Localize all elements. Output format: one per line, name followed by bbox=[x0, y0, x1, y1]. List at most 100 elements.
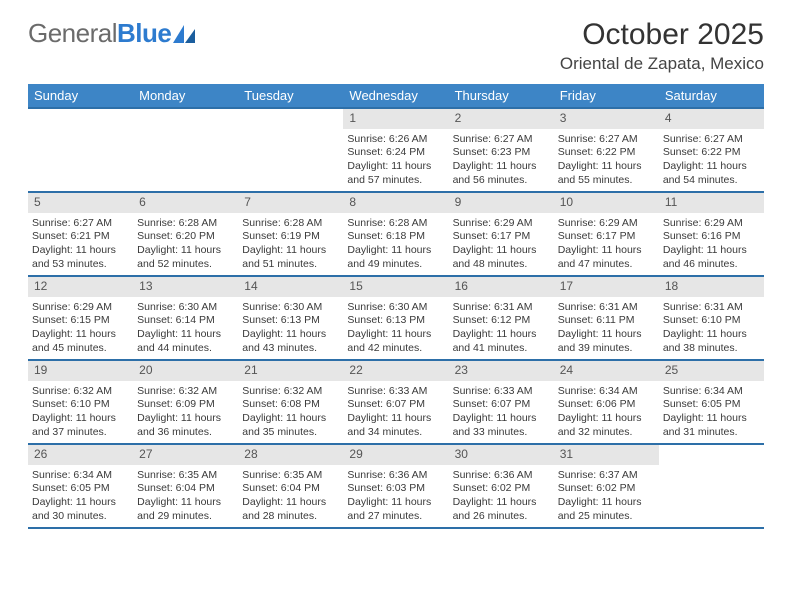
day-number: 4 bbox=[659, 109, 764, 129]
day-line: Daylight: 11 hours bbox=[453, 328, 550, 342]
day-line: Daylight: 11 hours bbox=[242, 412, 339, 426]
day-line: Sunrise: 6:34 AM bbox=[558, 385, 655, 399]
calendar-cell: 22Sunrise: 6:33 AMSunset: 6:07 PMDayligh… bbox=[343, 360, 448, 444]
day-number: 27 bbox=[133, 445, 238, 465]
day-line: Sunset: 6:03 PM bbox=[347, 482, 444, 496]
day-line: Sunset: 6:06 PM bbox=[558, 398, 655, 412]
day-body: Sunrise: 6:27 AMSunset: 6:22 PMDaylight:… bbox=[554, 131, 659, 188]
day-body: Sunrise: 6:27 AMSunset: 6:23 PMDaylight:… bbox=[449, 131, 554, 188]
day-number: 20 bbox=[133, 361, 238, 381]
calendar-cell bbox=[133, 108, 238, 192]
day-body: Sunrise: 6:32 AMSunset: 6:10 PMDaylight:… bbox=[28, 383, 133, 440]
day-body: Sunrise: 6:34 AMSunset: 6:06 PMDaylight:… bbox=[554, 383, 659, 440]
day-number: 25 bbox=[659, 361, 764, 381]
day-line: Sunset: 6:07 PM bbox=[453, 398, 550, 412]
day-line: Sunrise: 6:35 AM bbox=[137, 469, 234, 483]
day-line: Daylight: 11 hours bbox=[32, 496, 129, 510]
day-line: Sunrise: 6:30 AM bbox=[137, 301, 234, 315]
day-number: 23 bbox=[449, 361, 554, 381]
calendar-cell: 28Sunrise: 6:35 AMSunset: 6:04 PMDayligh… bbox=[238, 444, 343, 528]
day-line: Sunset: 6:02 PM bbox=[558, 482, 655, 496]
day-line: Daylight: 11 hours bbox=[137, 328, 234, 342]
day-line: Daylight: 11 hours bbox=[558, 328, 655, 342]
day-line: Sunset: 6:10 PM bbox=[32, 398, 129, 412]
day-line: Sunrise: 6:34 AM bbox=[32, 469, 129, 483]
col-saturday: Saturday bbox=[659, 84, 764, 108]
calendar-cell: 2Sunrise: 6:27 AMSunset: 6:23 PMDaylight… bbox=[449, 108, 554, 192]
day-line: Sunrise: 6:34 AM bbox=[663, 385, 760, 399]
day-line: Sunrise: 6:36 AM bbox=[347, 469, 444, 483]
day-line: Sunrise: 6:29 AM bbox=[453, 217, 550, 231]
calendar-cell: 29Sunrise: 6:36 AMSunset: 6:03 PMDayligh… bbox=[343, 444, 448, 528]
day-body bbox=[28, 115, 133, 117]
day-line: Daylight: 11 hours bbox=[242, 496, 339, 510]
day-body: Sunrise: 6:30 AMSunset: 6:13 PMDaylight:… bbox=[238, 299, 343, 356]
calendar-row: 19Sunrise: 6:32 AMSunset: 6:10 PMDayligh… bbox=[28, 360, 764, 444]
day-line: Sunrise: 6:32 AM bbox=[32, 385, 129, 399]
day-line: Daylight: 11 hours bbox=[453, 412, 550, 426]
day-line: and 26 minutes. bbox=[453, 510, 550, 524]
day-line: Sunset: 6:05 PM bbox=[32, 482, 129, 496]
day-number: 28 bbox=[238, 445, 343, 465]
calendar-cell: 18Sunrise: 6:31 AMSunset: 6:10 PMDayligh… bbox=[659, 276, 764, 360]
day-number: 16 bbox=[449, 277, 554, 297]
day-line: and 27 minutes. bbox=[347, 510, 444, 524]
day-body bbox=[133, 115, 238, 117]
day-line: and 30 minutes. bbox=[32, 510, 129, 524]
day-body: Sunrise: 6:32 AMSunset: 6:09 PMDaylight:… bbox=[133, 383, 238, 440]
calendar-cell: 3Sunrise: 6:27 AMSunset: 6:22 PMDaylight… bbox=[554, 108, 659, 192]
day-line: Sunrise: 6:30 AM bbox=[242, 301, 339, 315]
day-line: Daylight: 11 hours bbox=[663, 328, 760, 342]
day-body: Sunrise: 6:35 AMSunset: 6:04 PMDaylight:… bbox=[133, 467, 238, 524]
day-line: and 42 minutes. bbox=[347, 342, 444, 356]
col-tuesday: Tuesday bbox=[238, 84, 343, 108]
day-number: 17 bbox=[554, 277, 659, 297]
day-body: Sunrise: 6:33 AMSunset: 6:07 PMDaylight:… bbox=[449, 383, 554, 440]
day-line: and 29 minutes. bbox=[137, 510, 234, 524]
col-thursday: Thursday bbox=[449, 84, 554, 108]
day-line: Sunrise: 6:33 AM bbox=[453, 385, 550, 399]
day-number: 1 bbox=[343, 109, 448, 129]
day-number: 8 bbox=[343, 193, 448, 213]
calendar-row: 1Sunrise: 6:26 AMSunset: 6:24 PMDaylight… bbox=[28, 108, 764, 192]
page-subtitle: Oriental de Zapata, Mexico bbox=[560, 54, 764, 74]
logo: GeneralBlue bbox=[28, 18, 195, 49]
day-number: 31 bbox=[554, 445, 659, 465]
day-line: Sunrise: 6:32 AM bbox=[242, 385, 339, 399]
day-line: Daylight: 11 hours bbox=[347, 244, 444, 258]
day-line: Sunset: 6:18 PM bbox=[347, 230, 444, 244]
day-line: Sunset: 6:17 PM bbox=[558, 230, 655, 244]
calendar-cell: 19Sunrise: 6:32 AMSunset: 6:10 PMDayligh… bbox=[28, 360, 133, 444]
day-body: Sunrise: 6:29 AMSunset: 6:17 PMDaylight:… bbox=[554, 215, 659, 272]
calendar-cell: 13Sunrise: 6:30 AMSunset: 6:14 PMDayligh… bbox=[133, 276, 238, 360]
day-line: Daylight: 11 hours bbox=[347, 496, 444, 510]
day-line: and 53 minutes. bbox=[32, 258, 129, 272]
day-line: Sunset: 6:02 PM bbox=[453, 482, 550, 496]
calendar-cell: 31Sunrise: 6:37 AMSunset: 6:02 PMDayligh… bbox=[554, 444, 659, 528]
day-body: Sunrise: 6:31 AMSunset: 6:10 PMDaylight:… bbox=[659, 299, 764, 356]
day-number: 18 bbox=[659, 277, 764, 297]
day-body: Sunrise: 6:30 AMSunset: 6:13 PMDaylight:… bbox=[343, 299, 448, 356]
day-number: 14 bbox=[238, 277, 343, 297]
day-line: and 57 minutes. bbox=[347, 174, 444, 188]
calendar-cell: 1Sunrise: 6:26 AMSunset: 6:24 PMDaylight… bbox=[343, 108, 448, 192]
day-number: 26 bbox=[28, 445, 133, 465]
day-line: Daylight: 11 hours bbox=[558, 160, 655, 174]
day-line: and 45 minutes. bbox=[32, 342, 129, 356]
calendar-cell bbox=[238, 108, 343, 192]
day-body: Sunrise: 6:37 AMSunset: 6:02 PMDaylight:… bbox=[554, 467, 659, 524]
day-line: Sunset: 6:10 PM bbox=[663, 314, 760, 328]
day-number: 22 bbox=[343, 361, 448, 381]
day-line: Sunset: 6:04 PM bbox=[242, 482, 339, 496]
day-body: Sunrise: 6:36 AMSunset: 6:02 PMDaylight:… bbox=[449, 467, 554, 524]
day-line: Sunset: 6:05 PM bbox=[663, 398, 760, 412]
day-line: Sunrise: 6:27 AM bbox=[558, 133, 655, 147]
day-line: Sunrise: 6:27 AM bbox=[453, 133, 550, 147]
day-body: Sunrise: 6:36 AMSunset: 6:03 PMDaylight:… bbox=[343, 467, 448, 524]
calendar-cell: 25Sunrise: 6:34 AMSunset: 6:05 PMDayligh… bbox=[659, 360, 764, 444]
day-body bbox=[659, 451, 764, 453]
day-line: Sunset: 6:17 PM bbox=[453, 230, 550, 244]
calendar-cell: 9Sunrise: 6:29 AMSunset: 6:17 PMDaylight… bbox=[449, 192, 554, 276]
day-body: Sunrise: 6:28 AMSunset: 6:18 PMDaylight:… bbox=[343, 215, 448, 272]
day-line: Daylight: 11 hours bbox=[663, 244, 760, 258]
